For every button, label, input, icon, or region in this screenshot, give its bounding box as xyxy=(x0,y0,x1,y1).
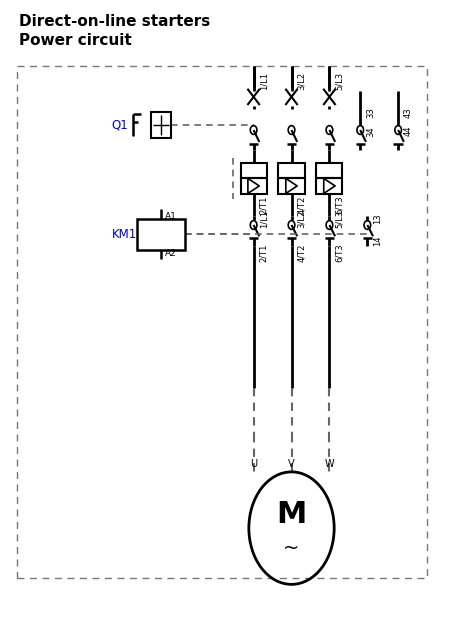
Text: 6/T3: 6/T3 xyxy=(335,244,344,262)
Bar xyxy=(279,162,305,178)
Text: W: W xyxy=(325,459,334,469)
Text: 5/L3: 5/L3 xyxy=(335,210,344,227)
Bar xyxy=(241,178,267,194)
Text: 3/L2: 3/L2 xyxy=(297,210,306,227)
Text: 1/L1: 1/L1 xyxy=(259,210,268,227)
Text: A2: A2 xyxy=(165,249,177,258)
Text: 34: 34 xyxy=(366,126,375,136)
Text: V: V xyxy=(288,459,295,469)
Text: Power circuit: Power circuit xyxy=(19,33,132,48)
Text: 5/L3: 5/L3 xyxy=(335,72,344,90)
Text: ~: ~ xyxy=(283,539,300,558)
Text: 33: 33 xyxy=(366,107,375,118)
Bar xyxy=(279,178,305,194)
Text: 4/T2: 4/T2 xyxy=(297,244,306,262)
Bar xyxy=(151,112,171,138)
Text: 14: 14 xyxy=(373,236,382,246)
Text: 13: 13 xyxy=(373,213,382,224)
Text: 2/T1: 2/T1 xyxy=(259,196,268,214)
Text: 1/L1: 1/L1 xyxy=(259,72,268,90)
Text: 43: 43 xyxy=(404,107,413,118)
Text: 3/L2: 3/L2 xyxy=(297,72,306,90)
Text: Q1: Q1 xyxy=(111,119,128,131)
Text: A1: A1 xyxy=(165,213,177,221)
Text: 6/T3: 6/T3 xyxy=(335,196,344,214)
Bar xyxy=(137,219,185,250)
Text: U: U xyxy=(250,459,257,469)
Text: 2/T1: 2/T1 xyxy=(259,244,268,262)
Text: 44: 44 xyxy=(404,126,413,136)
Text: M: M xyxy=(276,500,307,529)
Bar xyxy=(316,162,342,178)
Text: KM1: KM1 xyxy=(111,228,137,241)
Bar xyxy=(17,66,427,578)
Bar xyxy=(241,162,267,178)
Text: 4/T2: 4/T2 xyxy=(297,196,306,214)
Bar xyxy=(316,178,342,194)
Text: Direct-on-line starters: Direct-on-line starters xyxy=(19,14,210,29)
